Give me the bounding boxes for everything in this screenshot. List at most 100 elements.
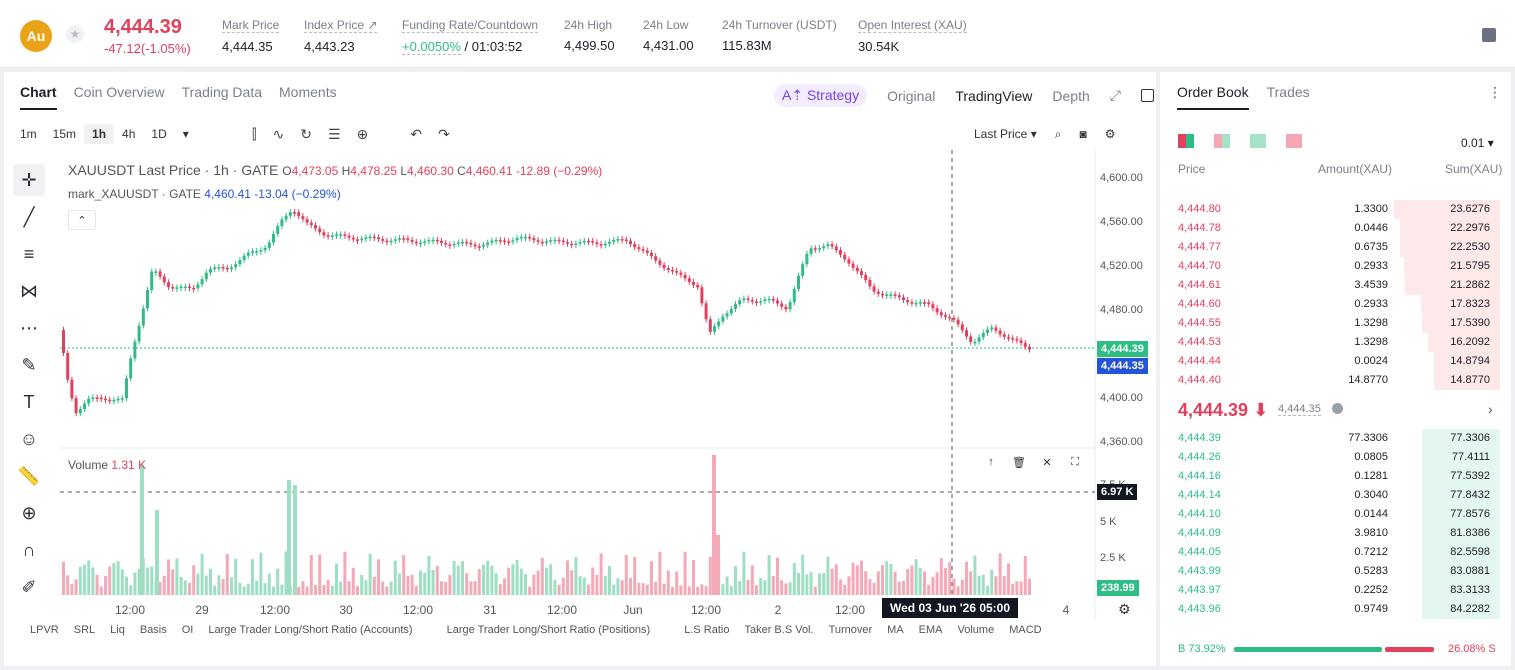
indicator-6[interactable]: Large Trader Long/Short Ratio (Positions…: [446, 624, 651, 636]
indicator-10[interactable]: MA: [887, 624, 904, 636]
more-menu-icon[interactable]: ⋮: [1488, 84, 1502, 100]
view-tradingview[interactable]: TradingView: [955, 87, 1033, 104]
settings-gear-icon[interactable]: ⚙: [1104, 127, 1116, 141]
ask-row[interactable]: 4,444.44 0.0024 14.8794: [1168, 352, 1500, 371]
stat-index-price[interactable]: Index Price ↗ 4,443.23: [304, 18, 378, 54]
chevron-right-icon[interactable]: ›: [1488, 401, 1493, 417]
interval-1m[interactable]: 1m: [20, 127, 37, 141]
bid-row[interactable]: 4,444.05 0.7212 82.5598: [1168, 543, 1500, 562]
tab-coin-overview[interactable]: Coin Overview: [73, 84, 165, 100]
precision-dropdown[interactable]: 0.01 ▾: [1461, 136, 1494, 150]
indicators-icon[interactable]: ∿: [272, 125, 285, 142]
volume-bar: [939, 558, 943, 595]
bid-row[interactable]: 4,443.96 0.9749 84.2282: [1168, 600, 1500, 619]
undo-icon[interactable]: ↶: [410, 125, 422, 142]
ask-row[interactable]: 4,444.77 0.6735 22.2530: [1168, 238, 1500, 257]
interval-15m[interactable]: 15m: [52, 127, 77, 141]
volume-bar: [99, 586, 103, 595]
candle-type-icon[interactable]: ⫿: [252, 125, 257, 142]
view-depth[interactable]: Depth: [1052, 87, 1090, 104]
ask-row[interactable]: 4,444.55 1.3298 17.5390: [1168, 314, 1500, 333]
pencil-lock-icon[interactable]: ✐: [21, 576, 37, 597]
ask-row[interactable]: 4,444.80 1.3300 23.6276: [1168, 200, 1500, 219]
templates-icon[interactable]: ☰: [327, 125, 341, 142]
bid-row[interactable]: 4,444.16 0.1281 77.5392: [1168, 467, 1500, 486]
layout-bids-icon[interactable]: [1250, 134, 1266, 148]
guide-book-icon[interactable]: [1482, 28, 1496, 42]
indicator-2[interactable]: Liq: [110, 624, 125, 636]
ask-row[interactable]: 4,444.61 3.4539 21.2862: [1168, 276, 1500, 295]
bid-row[interactable]: 4,444.39 77.3306 77.3306: [1168, 429, 1500, 448]
bid-row[interactable]: 4,444.10 0.0144 77.8576: [1168, 505, 1500, 524]
tab-moments[interactable]: Moments: [279, 84, 337, 100]
favorite-star-icon[interactable]: ★: [66, 25, 84, 43]
ask-row[interactable]: 4,444.53 1.3298 16.2092: [1168, 333, 1500, 352]
indicator-3[interactable]: Basis: [139, 624, 167, 636]
interval-1h[interactable]: 1h: [84, 124, 115, 144]
delete-icon[interactable]: 🗑: [1012, 456, 1026, 469]
horizontal-lines-icon[interactable]: ≡: [23, 243, 35, 264]
move-up-icon[interactable]: ↑: [988, 456, 994, 468]
fib-icon[interactable]: ⋯: [20, 317, 38, 338]
stat-24h-low: 24h Low 4,431.00: [643, 18, 694, 53]
indicator-8[interactable]: Taker B.S Vol.: [744, 624, 814, 636]
indicator-0[interactable]: LPVR: [30, 624, 59, 636]
interval-4h[interactable]: 4h: [122, 127, 136, 141]
depth-bar: [1434, 371, 1500, 390]
redo-icon[interactable]: ↷: [437, 125, 450, 142]
interval-dropdown-icon[interactable]: ▾: [182, 127, 189, 141]
bid-row[interactable]: 4,444.09 3.9810 81.8386: [1168, 524, 1500, 543]
add-icon[interactable]: ⊕: [356, 125, 369, 142]
ask-row[interactable]: 4,444.60 0.2933 17.8323: [1168, 295, 1500, 314]
indicator-12[interactable]: Volume: [957, 624, 995, 636]
volume-bar: [662, 583, 666, 595]
candle: [675, 271, 679, 273]
bid-row[interactable]: 4,443.99 0.5283 83.0881: [1168, 562, 1500, 581]
ruler-icon[interactable]: 📏: [17, 465, 41, 486]
interval-1d[interactable]: 1D: [151, 127, 167, 141]
chart-settings-icon[interactable]: ⚙: [1118, 601, 1131, 617]
tab-chart[interactable]: Chart: [20, 84, 57, 110]
search-icon[interactable]: ⌕: [1054, 126, 1062, 141]
layout-mixed-icon[interactable]: [1214, 134, 1230, 148]
collapse-legend-button[interactable]: ⌃: [68, 210, 96, 230]
layout-both-icon[interactable]: [1178, 134, 1194, 148]
brush-icon[interactable]: ✎: [21, 354, 37, 375]
camera-icon[interactable]: ◙: [1079, 127, 1087, 141]
crosshair-icon[interactable]: ✛: [13, 164, 45, 196]
volume-bar: [549, 564, 553, 595]
bid-row[interactable]: 4,444.26 0.0805 77.4111: [1168, 448, 1500, 467]
pattern-icon[interactable]: ⋈: [20, 280, 38, 301]
ask-row[interactable]: 4,444.40 14.8770 14.8770: [1168, 371, 1500, 390]
emoji-icon[interactable]: ☺: [19, 428, 39, 449]
ask-row[interactable]: 4,444.78 0.0446 22.2976: [1168, 219, 1500, 238]
window-icon[interactable]: [1140, 89, 1154, 102]
magnet-icon[interactable]: ∩: [22, 539, 36, 560]
view-original[interactable]: Original: [887, 87, 936, 104]
fullscreen-icon[interactable]: ⤢: [1109, 87, 1121, 103]
indicator-5[interactable]: Large Trader Long/Short Ratio (Accounts): [208, 624, 413, 636]
price-chart[interactable]: 4,600.00 4,560.00 4,520.00 4,480.00 4,400.00…: [0, 150, 1160, 620]
indicator-11[interactable]: EMA: [918, 624, 943, 636]
ask-row[interactable]: 4,444.70 0.2933 21.5795: [1168, 257, 1500, 276]
maximize-pane-icon[interactable]: ⛶: [1071, 455, 1079, 468]
bid-row[interactable]: 4,443.97 0.2252 83.3133: [1168, 581, 1500, 600]
indicator-4[interactable]: OI: [181, 624, 194, 636]
indicator-13[interactable]: MACD: [1009, 624, 1042, 636]
indicator-7[interactable]: L.S Ratio: [684, 624, 730, 636]
trendline-icon[interactable]: ╱: [23, 206, 35, 227]
candle: [738, 300, 742, 305]
indicator-1[interactable]: SRL: [73, 624, 96, 636]
text-icon[interactable]: T: [23, 391, 35, 412]
bid-row[interactable]: 4,444.14 0.3040 77.8432: [1168, 486, 1500, 505]
tab-trades[interactable]: Trades: [1266, 84, 1310, 100]
price-source-dropdown[interactable]: Last Price ▾: [974, 127, 1037, 141]
layout-asks-icon[interactable]: [1286, 134, 1302, 148]
tab-trading-data[interactable]: Trading Data: [181, 84, 263, 100]
strategy-button[interactable]: A⇡ Strategy: [774, 84, 868, 107]
tab-order-book[interactable]: Order Book: [1177, 84, 1249, 110]
indicator-9[interactable]: Turnover: [828, 624, 873, 636]
zoom-in-icon[interactable]: ⊕: [21, 502, 37, 523]
collapse-pane-icon[interactable]: ✕: [1042, 456, 1052, 469]
refresh-icon[interactable]: ↻: [300, 125, 312, 142]
